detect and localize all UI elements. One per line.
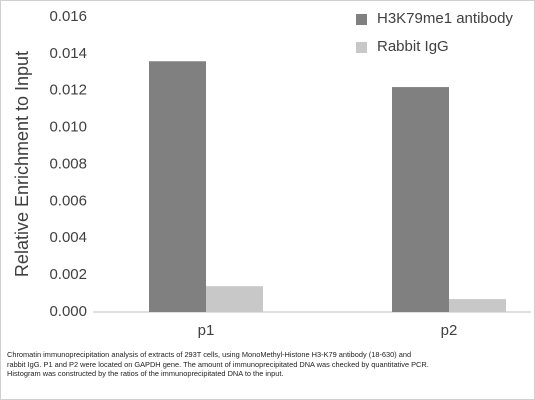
y-tick-label: 0.014 xyxy=(49,45,87,62)
y-tick-label: 0.012 xyxy=(49,82,87,99)
chart: Relative Enrichment to Input 0.000 0.002 0… xyxy=(12,8,531,339)
y-tick-label: 0.000 xyxy=(49,303,87,320)
legend-swatch xyxy=(356,14,367,25)
caption-line: Chromatin immunoprecipitation analysis o… xyxy=(7,350,412,359)
y-tick-label: 0.008 xyxy=(49,155,87,172)
legend-label: H3K79me1 antibody xyxy=(377,10,513,27)
y-tick-label: 0.016 xyxy=(49,8,87,25)
y-axis-title: Relative Enrichment to Input xyxy=(12,51,32,277)
bar xyxy=(392,87,449,312)
y-tick-label: 0.004 xyxy=(49,229,87,246)
y-tick-label: 0.002 xyxy=(49,266,87,283)
y-tick-label: 0.006 xyxy=(49,192,87,209)
y-tick-label: 0.010 xyxy=(49,119,87,136)
legend-swatch xyxy=(356,42,367,53)
caption: Chromatin immunoprecipitation analysis o… xyxy=(7,350,529,379)
caption-line: Histogram was constructed by the ratios … xyxy=(7,369,284,379)
bar xyxy=(206,286,263,312)
bar xyxy=(449,299,506,312)
legend-label: Rabbit IgG xyxy=(377,38,449,55)
caption-line: rabbit IgG. P1 and P2 were located on GA… xyxy=(7,359,429,369)
x-tick-label: p2 xyxy=(441,322,458,339)
bar xyxy=(149,61,206,312)
x-tick-label: p1 xyxy=(198,322,215,339)
